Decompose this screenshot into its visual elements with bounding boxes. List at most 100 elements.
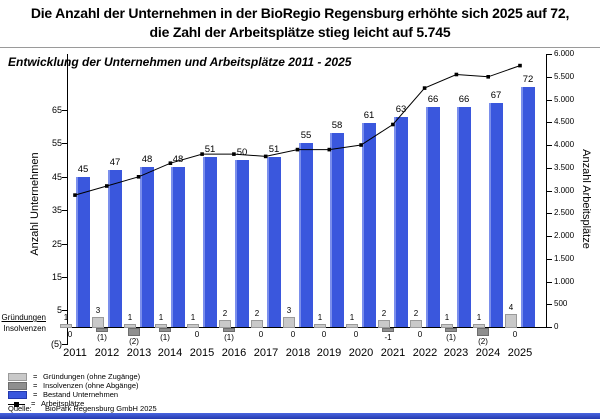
gruendungen-value-label: 1 <box>158 313 164 322</box>
insolvenzen-value-label: 0 <box>258 330 264 339</box>
headline-divider <box>0 47 600 48</box>
year-label: 2011 <box>63 347 87 359</box>
legend-item-insolvenzen: = Insolvenzen (ohne Abgänge) <box>8 382 140 391</box>
right-axis-tick <box>547 213 552 214</box>
right-axis-tick <box>547 191 552 192</box>
right-axis-tick <box>547 304 552 305</box>
gruendungen-value-label: 2 <box>413 309 419 318</box>
year-label: 2013 <box>126 347 152 359</box>
legend-item-arbeitsplaetze: = Arbeitsplätze <box>8 400 140 408</box>
right-axis-tick <box>547 77 552 78</box>
legend-equals: = <box>33 390 38 399</box>
insolvenzen-value-label: 0 <box>67 330 73 339</box>
right-axis-tick-label: 3.500 <box>554 163 575 172</box>
bar-gruendungen <box>60 324 72 328</box>
left-axis-tick-label: 25 <box>51 239 62 249</box>
gruendungen-value-label: 4 <box>508 303 514 312</box>
right-axis-tick-label: 2.000 <box>554 231 575 240</box>
left-axis-line <box>67 54 68 345</box>
bar-value-label: 66 <box>427 94 439 105</box>
bar-gruendungen <box>410 320 422 328</box>
bar-value-label: 66 <box>458 94 470 105</box>
gruendungen-value-label: 1 <box>349 313 355 322</box>
left-axis-tick <box>62 143 67 144</box>
legend-swatch-bestand <box>8 391 27 400</box>
left-axis-tick-label: (5) <box>51 339 62 349</box>
bar-value-label: 55 <box>300 130 312 141</box>
bar-value-label: 48 <box>172 154 184 165</box>
line-marker <box>486 75 490 79</box>
bar-insolvenzen <box>96 328 108 332</box>
left-axis-tick-label: 5 <box>56 305 62 315</box>
bar-bestand <box>267 157 281 327</box>
legend: = Gründungen (ohne Zugänge) = Insolvenzen (… <box>8 373 140 409</box>
insolvenzen-value-label: 0 <box>417 330 423 339</box>
left-axis-tick <box>62 244 67 245</box>
left-axis-tick <box>62 310 67 311</box>
right-axis-tick-label: 3.000 <box>554 186 575 195</box>
insolvenzen-value-label: (1) <box>160 333 170 342</box>
insolvenzen-value-label: (1) <box>224 333 234 342</box>
legend-label: Gründungen (ohne Zugänge) <box>43 372 141 381</box>
right-axis-tick <box>547 54 552 55</box>
bar-bestand <box>394 117 408 327</box>
gruendungen-axis-label: Gründungen <box>1 313 46 322</box>
year-label: 2021 <box>380 347 406 359</box>
gruendungen-value-label: 1 <box>476 313 482 322</box>
right-axis-line <box>546 54 547 328</box>
bar-bestand <box>299 143 313 327</box>
right-axis-tick-label: 2.500 <box>554 208 575 217</box>
right-axis-tick-label: 6.000 <box>554 49 575 58</box>
gruendungen-value-label: 1 <box>190 313 196 322</box>
legend-swatch-gruendungen <box>8 373 27 382</box>
bar-value-label: 58 <box>331 120 343 131</box>
bar-gruendungen <box>283 317 295 328</box>
right-axis-tick-label: 500 <box>554 299 568 308</box>
right-axis-tick-label: 5.000 <box>554 95 575 104</box>
left-axis-tick <box>62 277 67 278</box>
bar-gruendungen <box>124 324 136 328</box>
right-axis-tick-label: 4.000 <box>554 140 575 149</box>
bar-gruendungen <box>346 324 358 328</box>
source-row: Quelle: BioPark Regensburg GmbH 2025 <box>8 404 157 413</box>
left-axis-tick-label: 45 <box>51 172 62 182</box>
bar-value-label: 45 <box>77 164 89 175</box>
right-axis-tick <box>547 259 552 260</box>
right-axis-tick <box>547 168 552 169</box>
right-axis-tick-label: 0 <box>554 322 559 331</box>
left-axis-tick <box>62 344 67 345</box>
bar-bestand <box>330 133 344 327</box>
legend-swatch-arbeitsplaetze <box>8 401 25 408</box>
bar-gruendungen <box>155 324 167 328</box>
right-axis-tick <box>547 100 552 101</box>
left-axis-tick-label: 35 <box>51 205 62 215</box>
right-axis-tick <box>547 236 552 237</box>
insolvenzen-value-label: 0 <box>194 330 200 339</box>
year-label: 2017 <box>253 347 279 359</box>
bar-insolvenzen <box>128 328 140 336</box>
year-label: 2022 <box>412 347 438 359</box>
left-axis-tick-label: 65 <box>51 105 62 115</box>
year-label: 2018 <box>285 347 311 359</box>
insolvenzen-value-label: 0 <box>353 330 359 339</box>
gruendungen-value-label: 3 <box>95 306 101 315</box>
gruendungen-value-label: 2 <box>222 309 228 318</box>
bar-value-label: 67 <box>490 90 502 101</box>
gruendungen-value-label: 2 <box>254 309 260 318</box>
bar-value-label: 63 <box>395 104 407 115</box>
legend-item-bestand: = Bestand Unternehmen <box>8 390 140 400</box>
insolvenzen-value-label: 0 <box>512 330 518 339</box>
bar-insolvenzen <box>382 328 394 332</box>
year-label: 2015 <box>189 347 215 359</box>
right-axis-tick <box>547 327 552 328</box>
legend-equals: = <box>31 399 36 408</box>
bar-value-label: 51 <box>204 144 216 155</box>
right-axis-tick-label: 5.500 <box>554 72 575 81</box>
right-axis-tick <box>547 145 552 146</box>
left-axis-title: Anzahl Unternehmen <box>29 152 41 256</box>
right-axis-tick <box>547 122 552 123</box>
bar-gruendungen <box>314 324 326 328</box>
insolvenzen-value-label: 0 <box>321 330 327 339</box>
bar-bestand <box>235 160 249 327</box>
